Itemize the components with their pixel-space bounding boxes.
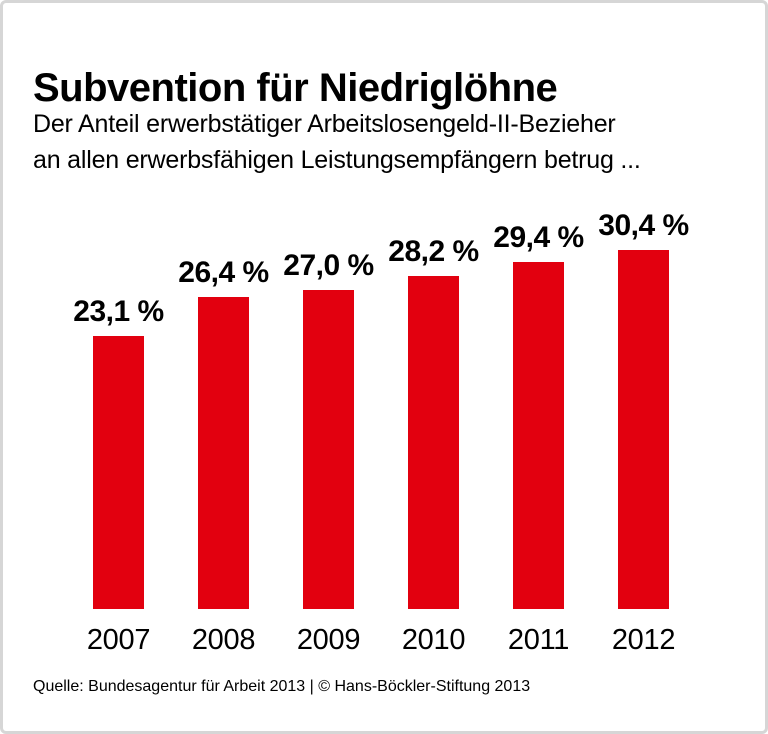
bar-value-label: 23,1 % xyxy=(73,295,164,328)
source-attribution: Quelle: Bundesagentur für Arbeit 2013 | … xyxy=(33,678,531,695)
bar xyxy=(303,290,354,609)
page-title: Subvention für Niedriglöhne xyxy=(33,65,558,110)
bar-value-label: 30,4 % xyxy=(598,209,689,242)
bar xyxy=(618,250,669,609)
bar-chart: 23,1 % 2007 26,4 % 2008 27,0 % 2009 28,2 % 2010… xyxy=(66,197,696,657)
x-axis-label: 2009 xyxy=(296,624,361,656)
bar-group: 27,0 % 2009 xyxy=(276,197,381,657)
bar xyxy=(513,262,564,609)
subtitle-line-1: Der Anteil erwerbstätiger Arbeitslosenge… xyxy=(33,110,616,138)
bar-group: 30,4 % 2012 xyxy=(591,197,696,657)
bar-value-label: 28,2 % xyxy=(388,235,479,268)
bar xyxy=(198,297,249,609)
x-axis-label: 2010 xyxy=(401,624,466,656)
bar-value-label: 27,0 % xyxy=(283,249,374,282)
bar xyxy=(93,336,144,609)
bar-group: 23,1 % 2007 xyxy=(66,197,171,657)
bar xyxy=(408,276,459,609)
x-axis-label: 2011 xyxy=(507,624,570,656)
bar-group: 28,2 % 2010 xyxy=(381,197,486,657)
chart-subtitle: Der Anteil erwerbstätiger Arbeitslosenge… xyxy=(33,106,641,178)
bar-group: 29,4 % 2011 xyxy=(486,197,591,657)
x-axis-label: 2008 xyxy=(191,624,256,656)
bar-group: 26,4 % 2008 xyxy=(171,197,276,657)
bar-value-label: 26,4 % xyxy=(178,256,269,289)
subtitle-line-2: an allen erwerbsfähigen Leistungsempfäng… xyxy=(33,146,641,174)
bar-value-label: 29,4 % xyxy=(493,221,584,254)
x-axis-label: 2007 xyxy=(86,624,151,656)
x-axis-label: 2012 xyxy=(611,624,676,656)
